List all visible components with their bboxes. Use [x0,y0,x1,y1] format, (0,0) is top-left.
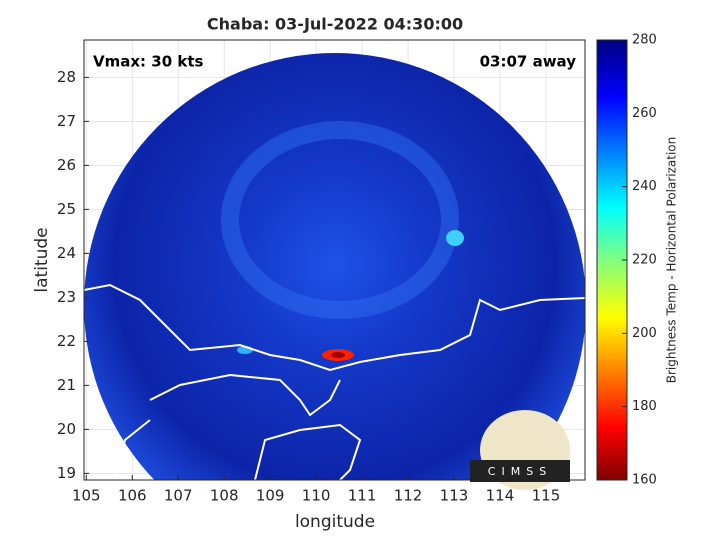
colorbar-tick-label: 160 [632,473,657,488]
colorbar-label: Brightness Temp - Horizontal Polarizatio… [665,137,679,384]
y-tick-label: 19 [57,464,76,482]
x-tick-label: 114 [486,487,515,505]
annotation: Vmax: 30 kts [93,53,203,71]
swath [84,53,585,480]
y-tick-label: 20 [57,420,76,438]
coastline [84,283,585,372]
x-tick-label: 106 [118,487,147,505]
y-tick-label: 24 [57,244,76,262]
x-axis-label: longitude [295,512,375,532]
x-tick-label: 105 [72,487,101,505]
logo: CIMSS [470,410,570,490]
y-tick-label: 25 [57,200,76,218]
y-tick-label: 27 [57,112,76,130]
colorbar-tick-label: 240 [632,179,657,194]
y-tick-label: 21 [57,376,76,394]
annotation: 03:07 away [480,53,577,71]
cloud-band [221,121,459,319]
colorbar-tick-label: 260 [632,106,657,121]
plot-frame [83,39,586,481]
y-tick-label: 26 [57,156,76,174]
coastline [114,419,151,480]
y-tick-label: 23 [57,288,76,306]
coastline [149,373,341,417]
x-tick-label: 109 [256,487,285,505]
x-tick-label: 110 [302,487,331,505]
convection [331,352,345,358]
colorbar-tick-label: 280 [632,33,657,48]
y-axis-label: latitude [32,227,52,292]
y-tick-label: 28 [57,68,76,86]
logo-text: CIMSS [488,465,552,478]
coastline [254,423,362,480]
x-tick-label: 108 [210,487,239,505]
x-tick-label: 113 [440,487,469,505]
y-tick-label: 22 [57,332,76,350]
x-tick-label: 112 [394,487,423,505]
colorbar-tick-label: 220 [632,253,657,268]
logo-bar [470,460,570,482]
x-tick-label: 111 [348,487,377,505]
colorbar-tick-label: 200 [632,326,657,341]
convection [446,230,464,246]
chart-title: Chaba: 03-Jul-2022 04:30:00 [207,15,463,34]
x-tick-label: 107 [164,487,193,505]
colorbar-tick-label: 180 [632,399,657,414]
x-tick-label: 115 [532,487,561,505]
swath-image [84,53,585,480]
